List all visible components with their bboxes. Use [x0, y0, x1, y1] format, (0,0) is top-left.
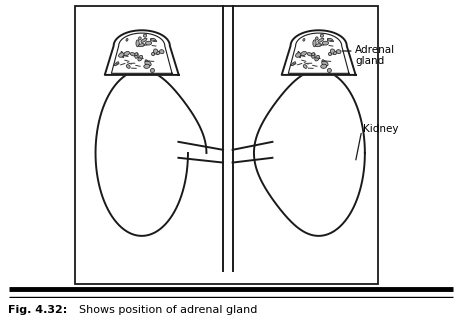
- Polygon shape: [105, 30, 179, 75]
- Ellipse shape: [144, 64, 150, 68]
- Ellipse shape: [313, 40, 316, 47]
- Ellipse shape: [328, 38, 334, 42]
- Ellipse shape: [151, 68, 154, 72]
- Ellipse shape: [312, 53, 315, 55]
- Ellipse shape: [296, 53, 301, 57]
- Ellipse shape: [151, 39, 155, 41]
- Ellipse shape: [145, 60, 148, 64]
- Ellipse shape: [318, 38, 324, 42]
- Ellipse shape: [152, 52, 155, 56]
- Ellipse shape: [298, 52, 301, 58]
- Text: Kidney: Kidney: [363, 124, 399, 134]
- Ellipse shape: [292, 62, 296, 66]
- Ellipse shape: [135, 53, 138, 58]
- Ellipse shape: [303, 38, 305, 41]
- Ellipse shape: [151, 38, 157, 42]
- Ellipse shape: [328, 68, 331, 72]
- Ellipse shape: [139, 37, 141, 40]
- Text: Fig. 4.32:: Fig. 4.32:: [8, 305, 67, 315]
- Ellipse shape: [143, 34, 146, 37]
- Ellipse shape: [146, 41, 152, 45]
- Ellipse shape: [327, 39, 332, 41]
- Ellipse shape: [138, 55, 143, 61]
- Ellipse shape: [139, 44, 145, 47]
- Ellipse shape: [334, 52, 336, 55]
- Ellipse shape: [126, 38, 128, 41]
- Ellipse shape: [157, 52, 159, 55]
- Ellipse shape: [135, 53, 138, 55]
- Ellipse shape: [316, 37, 318, 40]
- Ellipse shape: [121, 52, 124, 58]
- Ellipse shape: [307, 52, 313, 56]
- Ellipse shape: [336, 50, 341, 54]
- Ellipse shape: [126, 65, 130, 68]
- Ellipse shape: [159, 50, 164, 54]
- Polygon shape: [282, 30, 356, 75]
- Ellipse shape: [115, 62, 119, 66]
- Polygon shape: [96, 70, 207, 236]
- Ellipse shape: [316, 44, 322, 47]
- Polygon shape: [254, 70, 365, 236]
- Ellipse shape: [321, 64, 327, 68]
- Ellipse shape: [320, 34, 323, 37]
- Ellipse shape: [322, 60, 325, 64]
- Ellipse shape: [315, 55, 320, 61]
- Ellipse shape: [312, 53, 315, 58]
- Text: Shows position of adrenal gland: Shows position of adrenal gland: [72, 305, 257, 315]
- Ellipse shape: [301, 52, 306, 56]
- Ellipse shape: [141, 38, 147, 42]
- Ellipse shape: [124, 52, 129, 56]
- Ellipse shape: [119, 53, 124, 57]
- Ellipse shape: [322, 61, 328, 66]
- Ellipse shape: [136, 40, 139, 47]
- Ellipse shape: [153, 49, 158, 54]
- Ellipse shape: [130, 52, 136, 56]
- Ellipse shape: [328, 52, 332, 56]
- Ellipse shape: [330, 49, 335, 54]
- Ellipse shape: [303, 65, 307, 68]
- Ellipse shape: [322, 41, 328, 45]
- Text: Adrenal
gland: Adrenal gland: [355, 45, 395, 66]
- Ellipse shape: [145, 61, 151, 66]
